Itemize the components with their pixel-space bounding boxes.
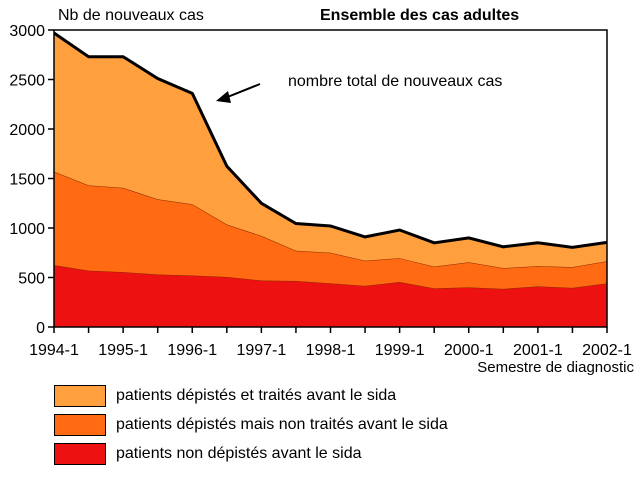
area-series-1 [54,171,607,289]
x-tick-label: 1999-1 [375,342,425,359]
total-line-group [53,31,608,249]
x-axis: 1994-1 1995-1 1996-1 1997-1 1998-1 1999-1 2000… [29,327,632,359]
area-series-2 [54,33,607,269]
x-tick-label: 1997-1 [236,342,286,359]
x-tick-label: 1995-1 [98,342,148,359]
legend-item: patients non dépistés avant le sida [54,439,448,468]
legend-label-not-screened: patients non dépistés avant le sida [116,444,362,462]
y-tick-label: 1500 [9,172,45,189]
x-tick-label: 2000-1 [444,342,494,359]
y-tick-label: 3000 [9,23,45,40]
y-tick-label: 2000 [9,122,45,139]
legend-item: patients dépistés et traités avant le si… [54,381,448,410]
x-tick-label: 1994-1 [29,342,79,359]
x-tick-label: 2002-1 [582,342,632,359]
y-tick-label: 1000 [9,221,45,238]
legend-label-not-treated: patients dépistés mais non traités avant… [116,415,448,433]
y-tick-label: 500 [18,271,45,288]
total-line-annotation: nombre total de nouveaux cas [288,73,502,90]
legend-swatch-treated [54,384,106,407]
legend: patients dépistés et traités avant le si… [54,381,448,468]
area-series-0 [54,265,607,327]
x-axis-label: Semestre de diagnostic [477,359,634,376]
chart-title: Ensemble des cas adultes [320,7,519,24]
legend-label-treated: patients dépistés et traités avant le si… [116,386,397,404]
y-tick-label: 0 [36,320,45,337]
annotation-arrow [216,83,261,103]
x-tick-label: 1996-1 [167,342,217,359]
legend-item: patients dépistés mais non traités avant… [54,410,448,439]
area-layers [53,33,608,327]
x-tick-label: 2001-1 [513,342,563,359]
total-line [53,31,608,249]
legend-swatch-not-screened [54,442,106,465]
x-tick-label: 1998-1 [306,342,356,359]
y-axis: 0 500 1000 1500 2000 2500 3000 [9,23,54,337]
legend-swatch-not-treated [54,413,106,436]
y-axis-label: Nb de nouveaux cas [58,7,204,24]
y-tick-label: 2500 [9,73,45,90]
